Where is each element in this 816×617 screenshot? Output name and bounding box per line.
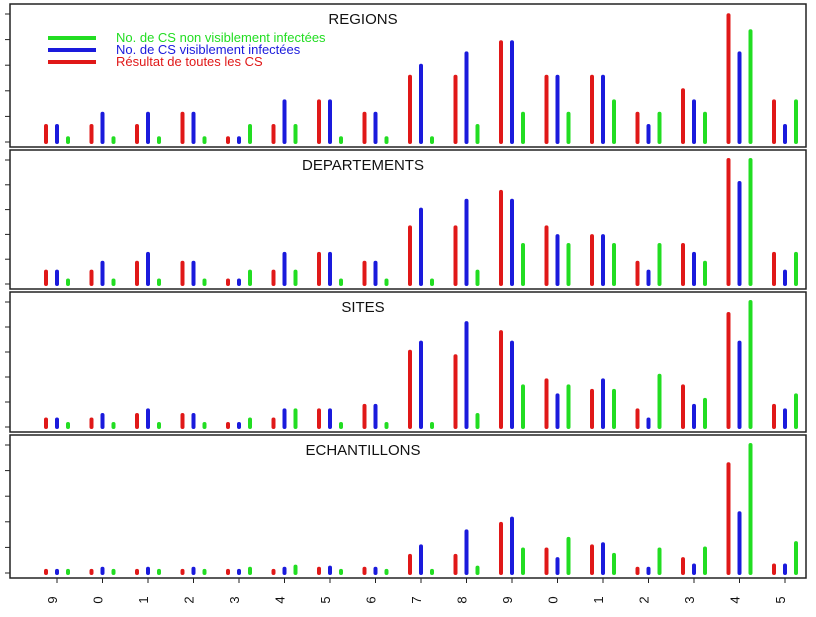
x-tick-label: 7: [409, 596, 424, 603]
x-tick-label: 1: [136, 596, 151, 603]
panels-layer: REGIONS DEPARTEMENTS SITES ECHANTILLONS: [5, 3, 807, 579]
panel-title: DEPARTEMENTS: [302, 157, 424, 174]
x-tick-label: 9: [45, 596, 60, 603]
panel-regions: REGIONS: [5, 3, 807, 148]
panel-frame: [9, 149, 807, 290]
panel-title: SITES: [341, 299, 384, 316]
x-tick-label: 6: [364, 596, 379, 603]
panel-echantillons: ECHANTILLONS: [5, 434, 807, 579]
x-tick-label: 2: [182, 596, 197, 603]
x-tick-label: 5: [773, 596, 788, 603]
panel-sites: SITES: [5, 291, 807, 433]
panel-title: REGIONS: [328, 11, 397, 28]
legend-label: No. de CS visiblement infectées: [116, 42, 301, 57]
x-tick-label: 3: [227, 596, 242, 603]
x-tick-label: 3: [682, 596, 697, 603]
x-tick-label: 9: [500, 596, 515, 603]
x-tick-label: 0: [546, 596, 561, 603]
x-tick-label: 4: [273, 596, 288, 603]
legend-label: No. de CS non visiblement infectées: [116, 30, 326, 45]
panel-title: ECHANTILLONS: [305, 442, 420, 459]
x-tick-label: 8: [455, 596, 470, 603]
panel-departements: DEPARTEMENTS: [5, 149, 807, 290]
panel-frame: [9, 434, 807, 579]
x-axis: 9 0 1 2 3 4 5 6 7 8 9 0 1 2 3 4 5: [45, 578, 788, 604]
panel-frame: [9, 291, 807, 433]
panel-frame: [9, 3, 807, 148]
x-tick-label: 0: [91, 596, 106, 603]
legend-label: Résultat de toutes les CS: [116, 54, 263, 69]
x-tick-label: 4: [728, 596, 743, 603]
x-tick-label: 2: [637, 596, 652, 603]
x-tick-label: 1: [591, 596, 606, 603]
x-tick-label: 5: [318, 596, 333, 603]
